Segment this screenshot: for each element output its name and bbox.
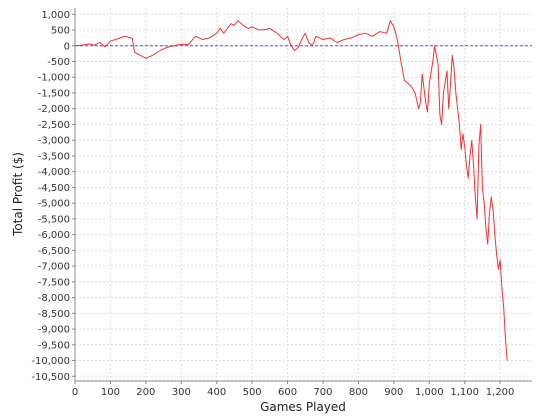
y-tick-label: -10,000 [31, 356, 70, 367]
y-axis-label: Total Profit ($) [11, 152, 25, 237]
y-tick-label: -4,500 [38, 183, 70, 194]
y-tick-label: -10,500 [31, 372, 70, 383]
y-tick-label: -2,000 [38, 104, 70, 115]
gridlines [74, 8, 532, 381]
x-tick-label: 600 [278, 387, 297, 398]
y-tick-label: 0 [64, 41, 70, 52]
y-tick-label: -500 [47, 57, 70, 68]
y-tick-label: -9,500 [38, 340, 70, 351]
x-tick-label: 900 [384, 387, 403, 398]
y-tick-label: -6,500 [38, 246, 70, 257]
y-tick-label: -1,000 [38, 73, 70, 84]
x-tick-label: 1,100 [450, 387, 479, 398]
y-tick-label: -3,500 [38, 151, 70, 162]
x-tick-label: 800 [349, 387, 368, 398]
y-axis-ticks: 1,000 500 0 -500 -1,000 -1,500 -2,000 -2,500 -3,… [31, 10, 75, 383]
y-tick-label: -6,000 [38, 230, 70, 241]
x-tick-label: 200 [136, 387, 155, 398]
series-line-0 [74, 20, 508, 361]
x-axis-ticks: 0 100 200 300 400 500 600 700 800 900 1,000 1,100 1,… [72, 381, 515, 398]
x-tick-label: 0 [72, 387, 78, 398]
x-tick-label: 100 [101, 387, 120, 398]
x-tick-label: 1,200 [486, 387, 515, 398]
y-tick-label: -8,500 [38, 309, 70, 320]
axes [74, 8, 532, 382]
plot-area [75, 8, 532, 381]
y-tick-label: -1,500 [38, 88, 70, 99]
x-tick-label: 700 [313, 387, 332, 398]
x-tick-label: 500 [243, 387, 262, 398]
x-axis-label: Games Played [260, 400, 346, 414]
y-tick-label: -7,500 [38, 277, 70, 288]
x-tick-label: 300 [172, 387, 191, 398]
y-tick-label: -4,000 [38, 167, 70, 178]
y-tick-label: -8,000 [38, 293, 70, 304]
y-tick-label: -3,000 [38, 136, 70, 147]
y-tick-label: 500 [51, 26, 70, 37]
y-tick-label: -2,500 [38, 120, 70, 131]
series-layer [74, 20, 508, 361]
y-tick-label: -5,000 [38, 199, 70, 210]
x-tick-label: 400 [207, 387, 226, 398]
y-tick-label: -7,000 [38, 262, 70, 273]
x-tick-label: 1,000 [415, 387, 444, 398]
y-tick-label: -9,000 [38, 325, 70, 336]
y-tick-label: -5,500 [38, 214, 70, 225]
y-tick-label: 1,000 [41, 10, 70, 21]
